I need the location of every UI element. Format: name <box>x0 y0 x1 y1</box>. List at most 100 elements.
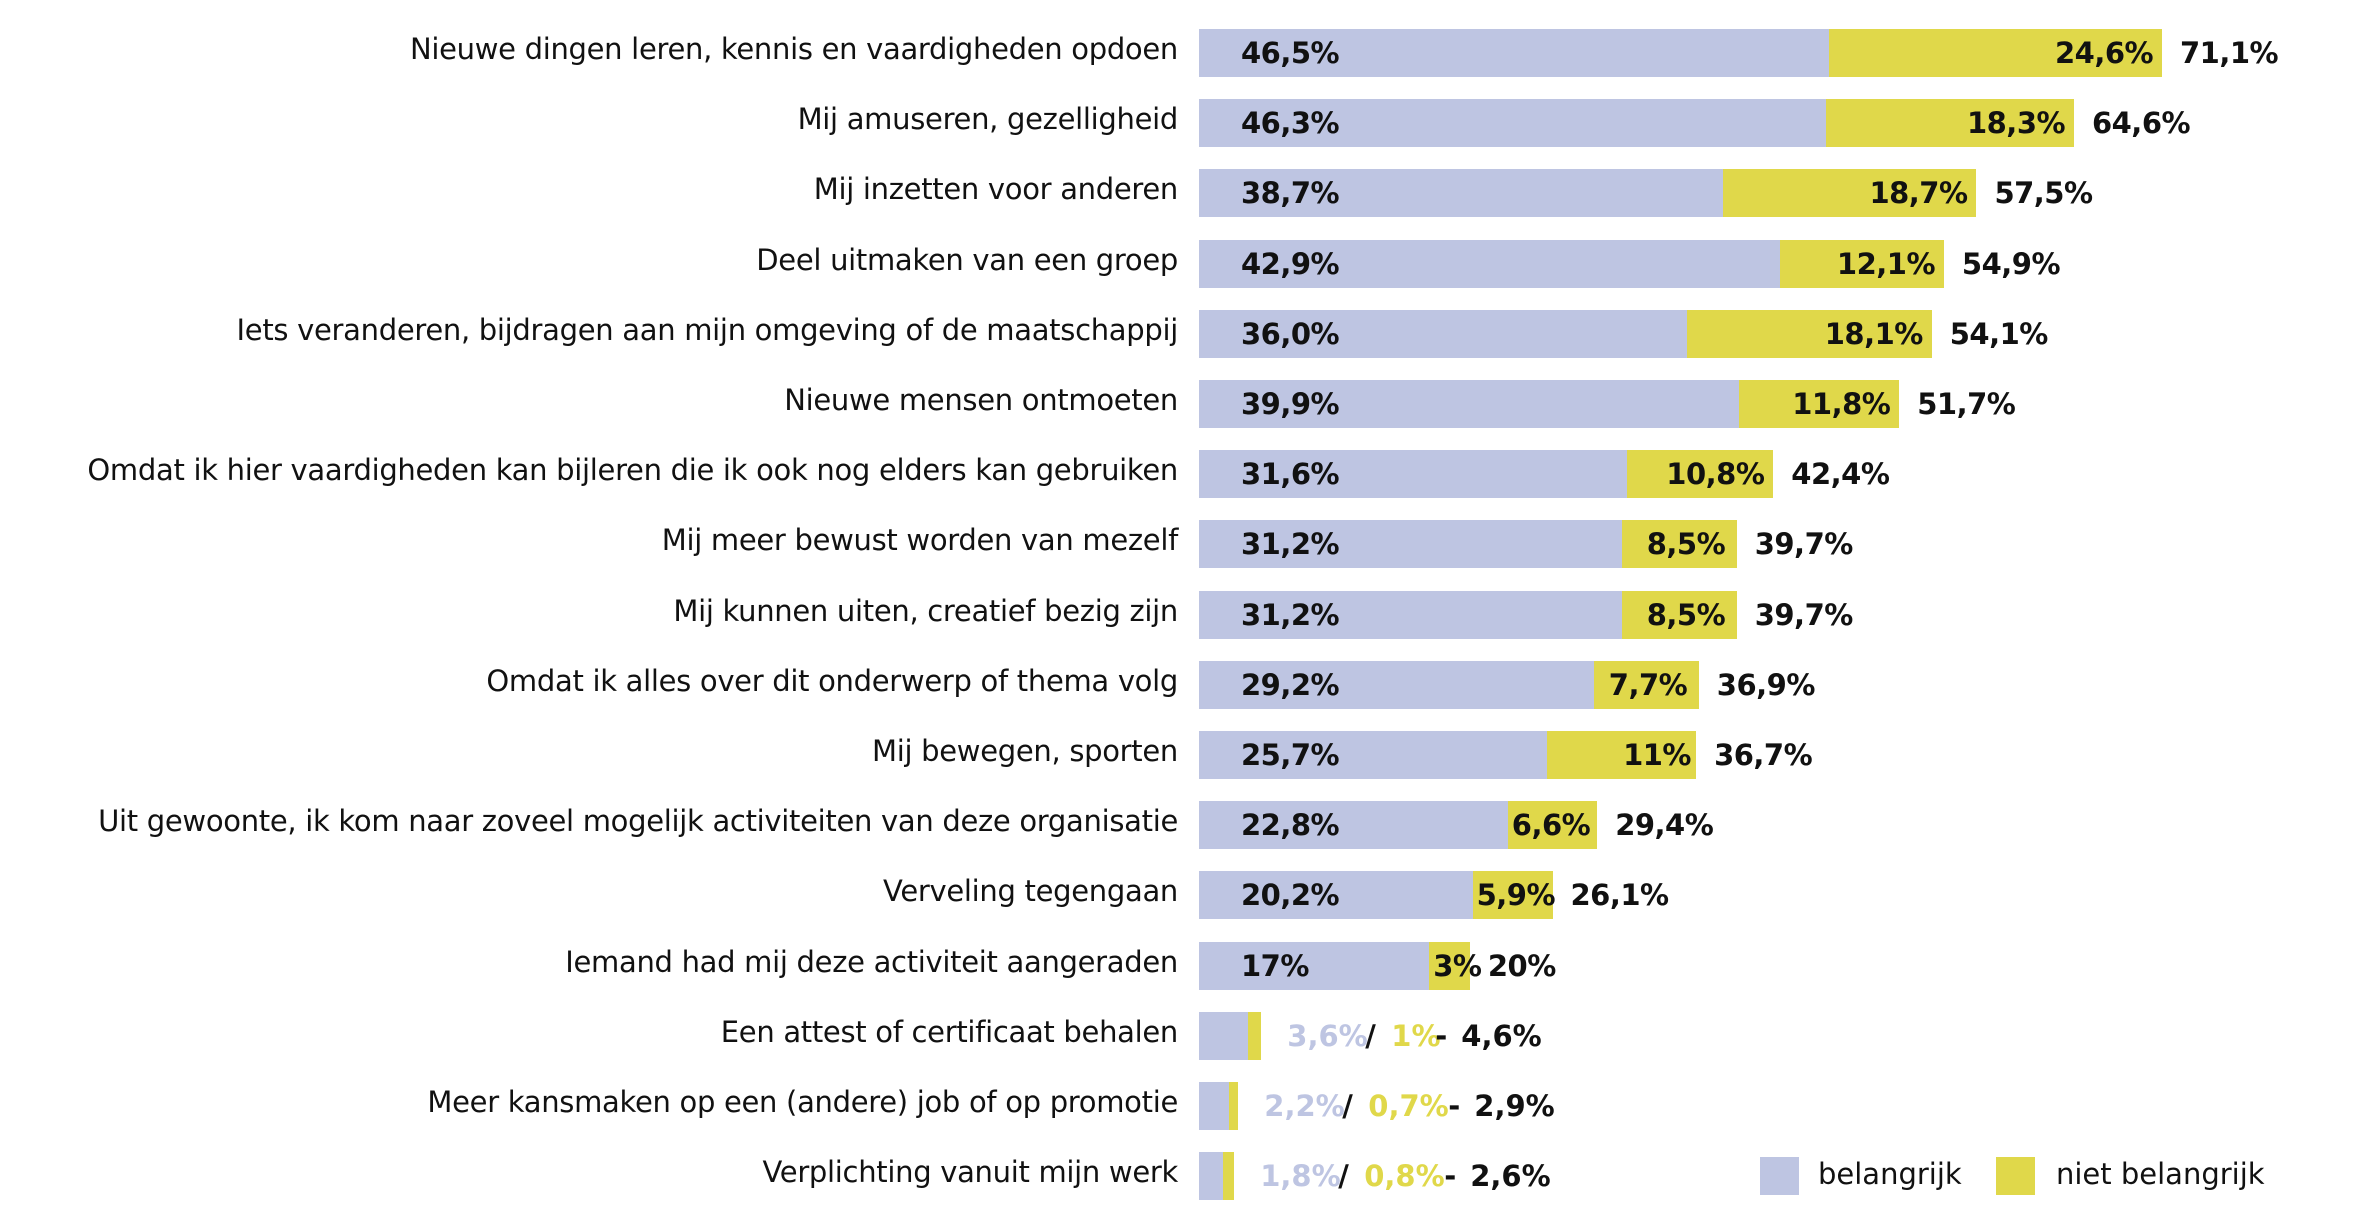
data-label-total: 64,6% <box>2091 106 2191 140</box>
legend-swatch-belangrijk <box>1760 1157 1799 1195</box>
bar-segment-niet-belangrijk <box>1594 661 1699 709</box>
data-label-total: 57,5% <box>1994 176 2093 210</box>
bar-segment-niet-belangrijk <box>1723 169 1977 217</box>
data-label-niet-belangrijk: 5,9% <box>1476 878 1556 912</box>
bar-segment-niet-belangrijk <box>1780 240 1944 288</box>
label-separator: / <box>1365 1019 1376 1053</box>
category-label: Mij bewegen, sporten <box>871 734 1178 768</box>
data-label-belangrijk: 29,2% <box>1241 668 1340 702</box>
bar-segment-niet-belangrijk <box>1223 1152 1235 1200</box>
bar-segment-niet-belangrijk <box>1621 591 1737 639</box>
category-label: Nieuwe mensen ontmoeten <box>784 383 1178 417</box>
data-label-belangrijk: 20,2% <box>1241 878 1340 912</box>
data-label-niet-belangrijk: 0,7% <box>1368 1089 1449 1123</box>
data-label-total: 54,9% <box>1961 247 2061 281</box>
bar-segment-belangrijk <box>1199 99 1827 147</box>
legend-label-belangrijk: belangrijk <box>1818 1157 1962 1191</box>
data-label-belangrijk: 2,2% <box>1264 1089 1345 1123</box>
bar-segment-belangrijk <box>1199 450 1627 498</box>
bar-segment-niet-belangrijk <box>1429 942 1470 990</box>
bar-segment-belangrijk <box>1199 871 1473 919</box>
bar-segment-belangrijk <box>1199 310 1687 358</box>
data-label-belangrijk: 3,6% <box>1287 1019 1368 1053</box>
category-label: Uit gewoonte, ik kom naar zoveel mogelij… <box>98 804 1178 838</box>
data-label-total: 29,4% <box>1615 808 1714 842</box>
total-separator: - <box>1435 1019 1448 1053</box>
data-label-niet-belangrijk: 1% <box>1391 1019 1441 1053</box>
bar-segment-niet-belangrijk <box>1826 99 2074 147</box>
bar-segment-belangrijk <box>1199 240 1781 288</box>
total-separator: - <box>1444 1159 1457 1193</box>
data-label-niet-belangrijk: 11,8% <box>1792 387 1891 421</box>
data-label-belangrijk: 1,8% <box>1260 1159 1341 1193</box>
bar-segment-belangrijk <box>1199 520 1622 568</box>
data-label-belangrijk: 31,2% <box>1241 527 1340 561</box>
data-label-niet-belangrijk: 8,5% <box>1646 527 1726 561</box>
bar-segment-niet-belangrijk <box>1472 871 1553 919</box>
data-label-belangrijk: 25,7% <box>1241 738 1340 772</box>
data-label-belangrijk: 42,9% <box>1241 247 1340 281</box>
category-label: Mij amuseren, gezelligheid <box>797 102 1179 136</box>
category-label: Omdat ik hier vaardigheden kan bijleren … <box>87 453 1178 487</box>
data-label-belangrijk: 31,2% <box>1241 598 1340 632</box>
bar-segment-belangrijk <box>1199 731 1548 779</box>
data-label-total: 4,6% <box>1461 1019 1542 1053</box>
data-label-niet-belangrijk: 18,7% <box>1869 176 1968 210</box>
category-label: Mij inzetten voor anderen <box>813 172 1179 206</box>
category-label: Verveling tegengaan <box>883 874 1178 908</box>
bar-segment-belangrijk <box>1199 591 1622 639</box>
bar-segment-niet-belangrijk <box>1228 1082 1239 1130</box>
data-label-niet-belangrijk: 18,1% <box>1824 317 1924 351</box>
data-label-belangrijk: 46,3% <box>1241 106 1340 140</box>
label-separator: / <box>1342 1089 1353 1123</box>
bar-segment-belangrijk <box>1199 1012 1248 1060</box>
data-label-total: 51,7% <box>1917 387 2016 421</box>
data-label-belangrijk: 17% <box>1241 949 1309 983</box>
data-label-niet-belangrijk: 18,3% <box>1966 106 2066 140</box>
category-label: Deel uitmaken van een groep <box>756 243 1178 277</box>
bar-segment-belangrijk <box>1199 1152 1224 1200</box>
bar-segment-belangrijk <box>1199 801 1508 849</box>
data-label-total: 26,1% <box>1570 878 1670 912</box>
data-label-belangrijk: 46,5% <box>1241 36 1340 70</box>
data-label-total: 20% <box>1487 949 1556 983</box>
category-label: Iemand had mij deze activiteit aangerade… <box>565 945 1178 979</box>
data-label-niet-belangrijk: 7,7% <box>1608 668 1688 702</box>
label-separator: / <box>1338 1159 1349 1193</box>
data-label-niet-belangrijk: 11% <box>1623 738 1691 772</box>
total-separator: - <box>1448 1089 1461 1123</box>
bar-segment-niet-belangrijk <box>1621 520 1737 568</box>
category-label: Omdat ik alles over dit onderwerp of the… <box>486 664 1178 698</box>
data-label-total: 36,7% <box>1714 738 1813 772</box>
bar-segment-niet-belangrijk <box>1547 731 1697 779</box>
data-label-total: 2,9% <box>1474 1089 1555 1123</box>
data-label-niet-belangrijk: 0,8% <box>1364 1159 1445 1193</box>
bar-segment-niet-belangrijk <box>1627 450 1774 498</box>
data-label-belangrijk: 36,0% <box>1241 317 1340 351</box>
legend-swatch-niet-belangrijk <box>1996 1157 2035 1195</box>
bar-segment-belangrijk <box>1199 380 1740 428</box>
category-label: Iets veranderen, bijdragen aan mijn omge… <box>236 313 1179 347</box>
bar-segment-niet-belangrijk <box>1686 310 1932 358</box>
bar-segment-belangrijk <box>1199 29 1829 77</box>
bar-segment-niet-belangrijk <box>1739 380 1900 428</box>
bar-segment-belangrijk <box>1199 661 1595 709</box>
bar-segment-niet-belangrijk <box>1507 801 1598 849</box>
bar-segment-belangrijk <box>1199 169 1724 217</box>
data-label-total: 42,4% <box>1791 457 1890 491</box>
bar-segment-belangrijk <box>1199 942 1430 990</box>
data-label-total: 39,7% <box>1754 527 1854 561</box>
data-label-niet-belangrijk: 6,6% <box>1511 808 1591 842</box>
data-label-niet-belangrijk: 24,6% <box>2055 36 2154 70</box>
data-label-niet-belangrijk: 10,8% <box>1666 457 1765 491</box>
category-label: Een attest of certificaat behalen <box>720 1015 1179 1049</box>
data-label-niet-belangrijk: 3% <box>1433 949 1482 983</box>
bar-segment-belangrijk <box>1199 1082 1229 1130</box>
category-label: Meer kansmaken op een (andere) job of op… <box>427 1085 1178 1119</box>
bar-segment-niet-belangrijk <box>1247 1012 1262 1060</box>
category-label: Mij kunnen uiten, creatief bezig zijn <box>673 594 1178 628</box>
data-label-total: 39,7% <box>1754 598 1854 632</box>
category-label: Verplichting vanuit mijn werk <box>762 1155 1178 1189</box>
data-label-belangrijk: 38,7% <box>1241 176 1340 210</box>
